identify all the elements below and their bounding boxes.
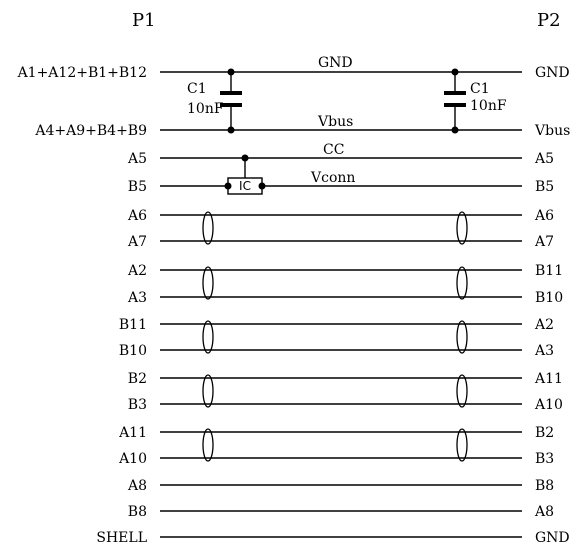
left-pin-labels: A1+A12+B1+B12 A4+A9+B4+B9 A5 B5 A6 A7 A2… [17, 65, 148, 546]
twisted-pair-icon [202, 211, 214, 245]
left-pin-label: A6 [127, 208, 147, 224]
right-pin-label: A3 [534, 343, 554, 359]
left-pin-label: B8 [128, 504, 147, 520]
net-label-vconn: Vconn [310, 170, 355, 186]
right-pin-label: GND [535, 65, 570, 81]
right-pin-label: B3 [535, 451, 554, 467]
twisted-pair-icon [456, 266, 468, 300]
junction-dot [451, 68, 459, 76]
right-pin-label: A8 [534, 504, 554, 520]
right-pin-labels: GND Vbus A5 B5 A6 A7 B11 B10 A2 A3 A11 A… [534, 65, 570, 546]
right-pin-label: B10 [535, 290, 563, 306]
capacitor-value: 10nF [470, 98, 507, 114]
right-pin-label: B8 [535, 478, 554, 494]
twisted-pair-icon [202, 374, 214, 408]
right-pin-label: B5 [535, 179, 554, 195]
left-pin-label: B11 [119, 317, 147, 333]
capacitor-left: C1 10nF [187, 68, 242, 134]
net-label-cc: CC [323, 142, 344, 158]
right-pin-label: A11 [534, 371, 563, 387]
left-pin-label: A2 [127, 263, 147, 279]
twisted-pair-icon [202, 428, 214, 462]
p2-header: P2 [537, 10, 561, 31]
right-pin-label: A5 [534, 151, 554, 167]
junction-dot [227, 68, 235, 76]
twisted-pair-icon [202, 266, 214, 300]
junction-dot [451, 126, 459, 134]
left-pin-label: A5 [127, 151, 147, 167]
twisted-pair-icon [456, 320, 468, 354]
capacitor-value: 10nF [187, 101, 224, 117]
ic-label: IC [239, 179, 251, 193]
left-pin-label: B2 [128, 371, 147, 387]
net-label-gnd: GND [318, 55, 353, 71]
right-pin-label: Vbus [534, 123, 570, 139]
twisted-pair-markers [202, 211, 468, 462]
capacitor-name: C1 [470, 81, 490, 97]
junction-dot [241, 154, 249, 162]
right-pin-label: A7 [534, 234, 554, 250]
left-pin-label: SHELL [96, 530, 147, 546]
twisted-pair-icon [456, 428, 468, 462]
junction-dot [224, 182, 232, 190]
junction-dot [227, 126, 235, 134]
left-pin-label: B10 [119, 343, 147, 359]
left-pin-label: A7 [127, 234, 147, 250]
left-pin-label: A3 [127, 290, 147, 306]
right-pin-label: A6 [534, 208, 554, 224]
p1-header: P1 [132, 10, 156, 31]
left-pin-label: A8 [127, 478, 147, 494]
left-pin-label: A4+A9+B4+B9 [34, 123, 147, 139]
left-pin-label: B5 [128, 179, 147, 195]
capacitor-right: C1 10nF [444, 68, 507, 134]
twisted-pair-icon [456, 374, 468, 408]
ic-block: IC [224, 154, 266, 195]
left-pin-label: A10 [118, 451, 147, 467]
junction-dot [258, 182, 266, 190]
right-pin-label: B2 [535, 425, 554, 441]
right-pin-label: GND [535, 530, 570, 546]
wires [160, 71, 522, 538]
right-pin-label: A2 [534, 317, 554, 333]
net-label-vbus: Vbus [317, 114, 353, 130]
twisted-pair-icon [202, 320, 214, 354]
left-pin-label: B3 [128, 397, 147, 413]
left-pin-label: A1+A12+B1+B12 [17, 65, 147, 81]
capacitor-name: C1 [187, 81, 207, 97]
twisted-pair-icon [456, 211, 468, 245]
right-pin-label: B11 [535, 263, 563, 279]
right-pin-label: A10 [534, 397, 563, 413]
left-pin-label: A11 [118, 425, 147, 441]
